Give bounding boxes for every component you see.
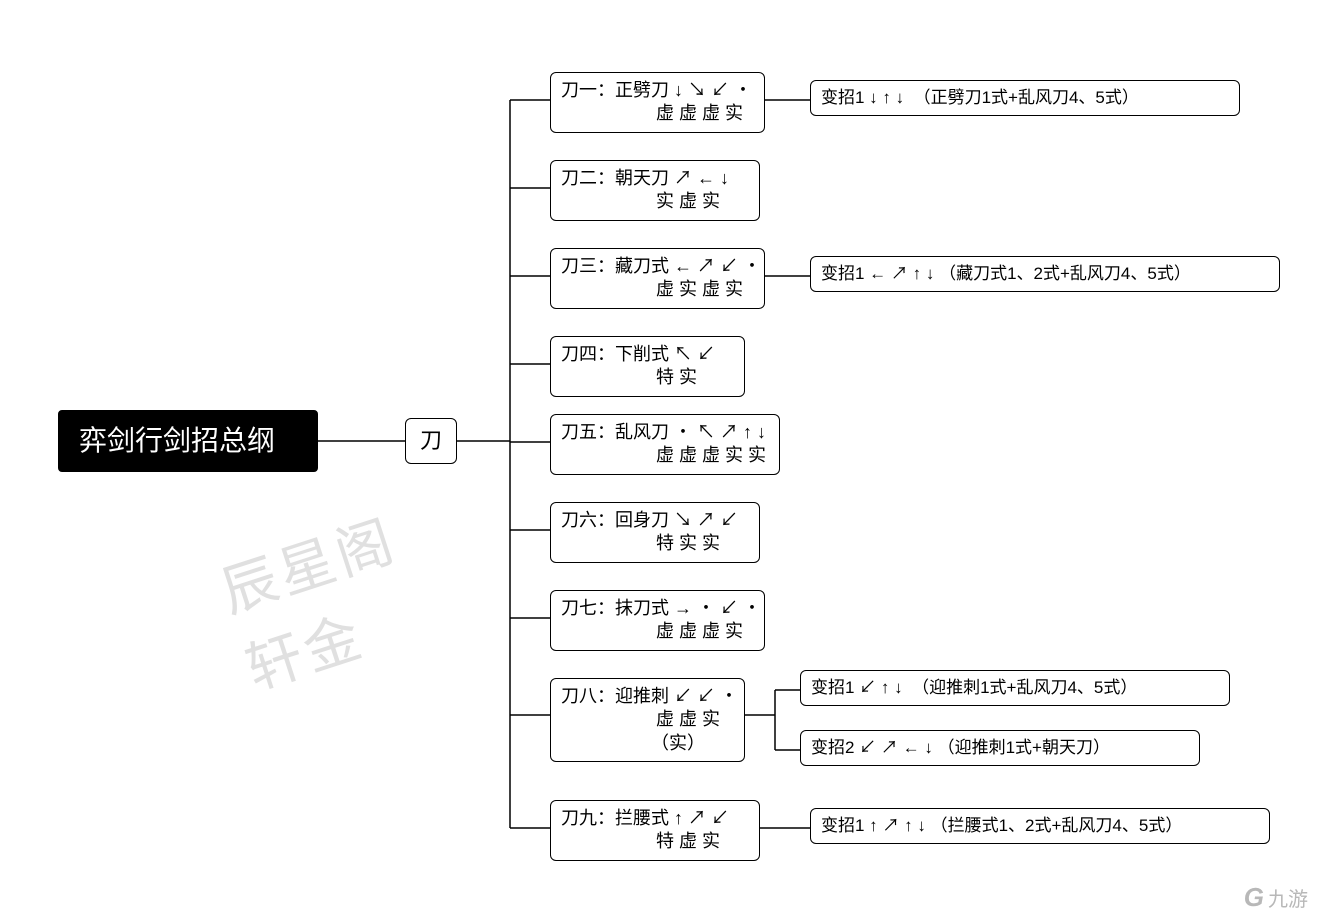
variant-1-1: 变招1 ↓ ↑ ↓ （正劈刀1式+乱风刀4、5式）: [810, 80, 1240, 116]
move-9: 刀九：拦腰式 ↑ ↗ ↙ 特 虚 实: [550, 800, 760, 861]
variant-text: 变招1 ↓ ↑ ↓ （正劈刀1式+乱风刀4、5式）: [821, 87, 1229, 109]
move-3: 刀三：藏刀式 ← ↗ ↙ ・ 虚 实 虚 实: [550, 248, 765, 309]
variant-text: 变招1 ↑ ↗ ↑ ↓ （拦腰式1、2式+乱风刀4、5式）: [821, 815, 1259, 837]
move-line: 实 虚 实: [561, 190, 749, 213]
category-node: 刀: [405, 418, 457, 464]
move-7: 刀七：抹刀式 → ・ ↙ ・ 虚 虚 虚 实: [550, 590, 765, 651]
variant-text: 变招2 ↙ ↗ ← ↓ （迎推刺1式+朝天刀）: [811, 737, 1189, 759]
variant-text: 变招1 ← ↗ ↑ ↓ （藏刀式1、2式+乱风刀4、5式）: [821, 263, 1269, 285]
move-4: 刀四：下削式 ↖ ↙ 特 实: [550, 336, 745, 397]
variant-8-2: 变招2 ↙ ↗ ← ↓ （迎推刺1式+朝天刀）: [800, 730, 1200, 766]
logo-text: 九游: [1268, 883, 1308, 912]
move-line: 特 虚 实: [561, 830, 749, 853]
watermark-line2: 轩金: [234, 573, 430, 706]
move-line: 特 实 实: [561, 532, 749, 555]
move-line: 刀一：正劈刀 ↓ ↘ ↙ ・: [561, 79, 754, 102]
move-line: 虚 虚 虚 实: [561, 102, 754, 125]
move-line: 刀三：藏刀式 ← ↗ ↙ ・: [561, 255, 754, 278]
variant-9-1: 变招1 ↑ ↗ ↑ ↓ （拦腰式1、2式+乱风刀4、5式）: [810, 808, 1270, 844]
move-line: 刀二：朝天刀 ↗ ← ↓: [561, 167, 749, 190]
move-8: 刀八：迎推刺 ↙ ↙ ・ 虚 虚 实 （实）: [550, 678, 745, 762]
move-line: 刀八：迎推刺 ↙ ↙ ・: [561, 685, 734, 708]
move-5: 刀五：乱风刀 ・ ↖ ↗ ↑ ↓ 虚 虚 虚 实 实: [550, 414, 780, 475]
move-line: 虚 实 虚 实: [561, 278, 754, 301]
footer-logo: G 九游: [1244, 882, 1308, 913]
move-line: 虚 虚 虚 实 实: [561, 444, 769, 467]
move-2: 刀二：朝天刀 ↗ ← ↓ 实 虚 实: [550, 160, 760, 221]
move-line: 刀九：拦腰式 ↑ ↗ ↙: [561, 807, 749, 830]
move-line: 虚 虚 虚 实: [561, 620, 754, 643]
move-line: 刀四：下削式 ↖ ↙: [561, 343, 734, 366]
move-line: 虚 虚 实: [561, 708, 734, 731]
move-6: 刀六：回身刀 ↘ ↗ ↙ 特 实 实: [550, 502, 760, 563]
move-line: 刀五：乱风刀 ・ ↖ ↗ ↑ ↓: [561, 421, 769, 444]
watermark-line1: 辰星阁: [209, 496, 405, 629]
root-node: 弈剑行剑招总纲: [58, 410, 318, 472]
move-line: （实）: [561, 732, 734, 755]
category-label: 刀: [420, 427, 442, 456]
move-line: 刀六：回身刀 ↘ ↗ ↙: [561, 509, 749, 532]
move-1: 刀一：正劈刀 ↓ ↘ ↙ ・ 虚 虚 虚 实: [550, 72, 765, 133]
logo-g: G: [1244, 882, 1264, 913]
root-label: 弈剑行剑招总纲: [79, 423, 297, 459]
variant-text: 变招1 ↙ ↑ ↓ （迎推刺1式+乱风刀4、5式）: [811, 677, 1219, 699]
move-line: 刀七：抹刀式 → ・ ↙ ・: [561, 597, 754, 620]
variant-3-1: 变招1 ← ↗ ↑ ↓ （藏刀式1、2式+乱风刀4、5式）: [810, 256, 1280, 292]
move-line: 特 实: [561, 366, 734, 389]
watermark: 辰星阁 轩金: [209, 496, 430, 706]
variant-8-1: 变招1 ↙ ↑ ↓ （迎推刺1式+乱风刀4、5式）: [800, 670, 1230, 706]
